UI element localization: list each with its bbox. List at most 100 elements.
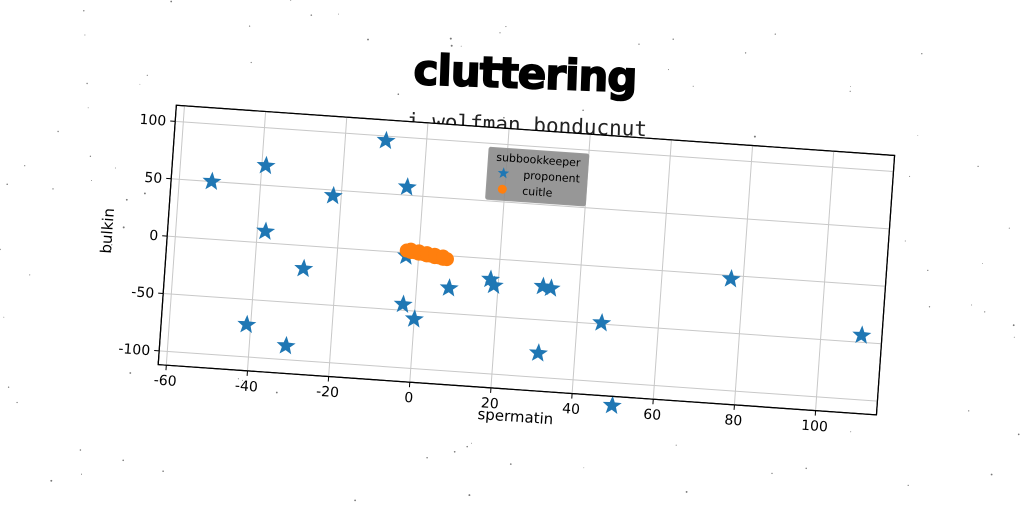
speck bbox=[744, 52, 747, 54]
speck bbox=[460, 45, 462, 47]
point-proponent bbox=[202, 171, 222, 191]
speck bbox=[125, 198, 128, 201]
y-gridline bbox=[167, 235, 886, 287]
speck bbox=[0, 248, 1, 251]
point-proponent bbox=[294, 258, 314, 278]
speck bbox=[1013, 336, 1015, 338]
speck bbox=[774, 33, 776, 35]
speck bbox=[16, 401, 18, 404]
point-cuitle bbox=[436, 249, 451, 264]
point-proponent bbox=[528, 343, 548, 362]
y-gridline bbox=[163, 292, 882, 345]
speck bbox=[3, 316, 5, 318]
point-proponent bbox=[484, 275, 504, 294]
speck bbox=[122, 459, 124, 462]
x-axis-label: spermatin bbox=[477, 405, 554, 428]
speck bbox=[675, 444, 677, 446]
legend-marker-cuitle bbox=[497, 184, 507, 194]
speck bbox=[479, 63, 482, 65]
speck bbox=[672, 38, 674, 40]
y-tick-label: 100 bbox=[139, 112, 167, 130]
speck bbox=[753, 135, 756, 138]
legend-marker-proponent bbox=[497, 167, 510, 179]
x-gridline bbox=[733, 145, 754, 405]
speck bbox=[1012, 324, 1015, 327]
speck bbox=[473, 79, 475, 81]
x-tick-label: -40 bbox=[234, 378, 258, 396]
x-gridline bbox=[815, 151, 835, 411]
speck bbox=[367, 38, 369, 41]
speck bbox=[146, 74, 148, 76]
speck bbox=[275, 391, 278, 394]
speck bbox=[692, 85, 694, 87]
speck bbox=[397, 93, 400, 95]
speck bbox=[849, 90, 851, 92]
speck bbox=[971, 304, 973, 306]
legend-frame bbox=[485, 146, 590, 207]
speck bbox=[24, 165, 26, 167]
point-proponent bbox=[481, 269, 501, 288]
speck bbox=[503, 116, 505, 119]
axes-border bbox=[157, 104, 896, 416]
y-gridline bbox=[159, 350, 878, 402]
speck bbox=[917, 134, 919, 136]
speck bbox=[426, 457, 428, 459]
speck bbox=[968, 410, 970, 412]
y-tick-label: -100 bbox=[118, 341, 151, 359]
speck bbox=[248, 25, 251, 27]
speck bbox=[805, 467, 807, 470]
speck bbox=[450, 44, 453, 47]
speck bbox=[237, 378, 239, 380]
x-tick-label: 100 bbox=[801, 418, 829, 436]
speck bbox=[468, 494, 471, 497]
y-gridline bbox=[175, 120, 894, 173]
speck bbox=[977, 165, 979, 168]
speck bbox=[466, 445, 468, 448]
speck bbox=[50, 479, 53, 482]
legend-label-proponent: proponent bbox=[523, 169, 581, 186]
speck bbox=[129, 372, 132, 374]
speck bbox=[310, 14, 313, 16]
point-proponent bbox=[404, 309, 424, 328]
speck bbox=[57, 130, 59, 133]
point-proponent bbox=[602, 395, 622, 415]
speck bbox=[79, 449, 82, 451]
point-proponent bbox=[393, 294, 413, 313]
speck bbox=[139, 83, 141, 85]
y-gridline bbox=[171, 178, 890, 230]
speck bbox=[29, 274, 31, 276]
x-tick-label: 0 bbox=[404, 390, 414, 407]
speck bbox=[909, 175, 911, 177]
speck bbox=[582, 109, 584, 112]
speck bbox=[84, 34, 86, 36]
speck bbox=[990, 473, 993, 476]
speck bbox=[850, 85, 851, 87]
y-axis-label: bulkin bbox=[97, 207, 118, 254]
x-tick-label: 20 bbox=[480, 395, 499, 412]
speck bbox=[250, 61, 252, 64]
point-proponent bbox=[852, 325, 872, 344]
speck bbox=[289, 0, 292, 1]
speck bbox=[354, 499, 356, 502]
speck bbox=[449, 37, 452, 40]
speck bbox=[583, 467, 585, 469]
y-tick-label: 50 bbox=[144, 170, 163, 187]
speck bbox=[771, 472, 773, 475]
x-tick-label: 40 bbox=[562, 401, 581, 418]
speck bbox=[111, 244, 113, 246]
speck bbox=[904, 240, 906, 242]
grid bbox=[159, 105, 894, 411]
legend-title: subbookkeeper bbox=[496, 151, 581, 170]
x-gridline bbox=[328, 117, 348, 377]
point-proponent bbox=[276, 335, 296, 355]
speck bbox=[89, 155, 92, 157]
point-proponent bbox=[376, 130, 396, 150]
speck bbox=[499, 32, 501, 34]
y-tick-label: -50 bbox=[131, 284, 155, 302]
speck bbox=[7, 386, 10, 388]
speck bbox=[638, 43, 640, 45]
speck bbox=[170, 0, 173, 3]
speck bbox=[122, 226, 125, 229]
speck bbox=[471, 442, 472, 444]
